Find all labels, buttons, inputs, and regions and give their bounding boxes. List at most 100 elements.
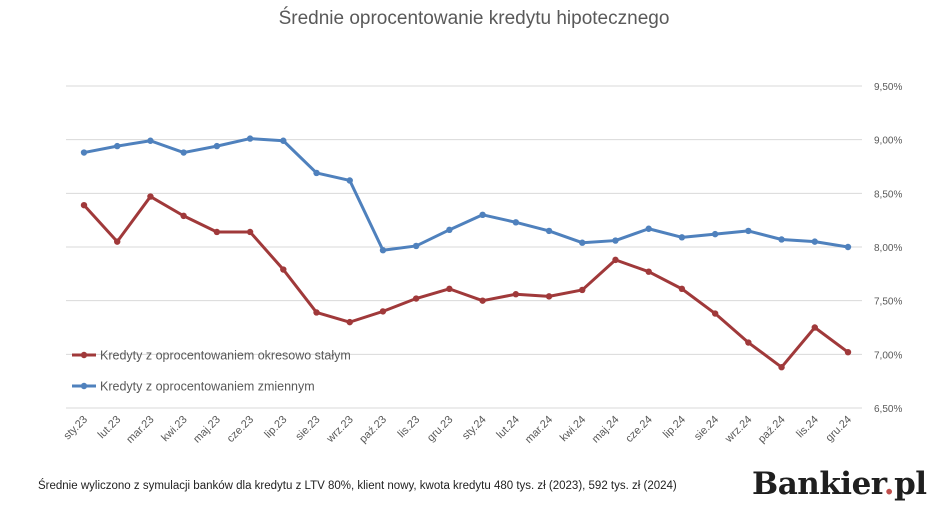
data-point [612, 256, 619, 264]
y-tick-label: 9,50% [874, 82, 902, 93]
data-point [778, 236, 785, 243]
data-point [479, 297, 486, 304]
data-point [844, 348, 852, 356]
legend: Kredyty z oprocentowaniem okresowo stały… [72, 349, 351, 394]
y-tick-label: 8,00% [874, 243, 902, 254]
data-point [579, 286, 586, 294]
series-variable [80, 135, 852, 254]
legend-item: Kredyty z oprocentowaniem zmiennym [72, 380, 315, 394]
data-point [645, 268, 652, 275]
data-point [346, 177, 353, 184]
legend-item: Kredyty z oprocentowaniem okresowo stały… [72, 349, 351, 363]
series-fixed [80, 193, 852, 371]
x-tick-label: paź.23 [357, 414, 389, 446]
x-tick-label: lut.24 [494, 414, 522, 442]
data-point [745, 227, 752, 235]
x-axis-ticks: sty.23 lut.23 mar.23 kwi.23 maj.23 cze.23 lip.… [61, 414, 854, 446]
x-tick-label: gru.24 [824, 414, 855, 445]
data-point [745, 339, 752, 346]
series-lines [80, 135, 852, 371]
y-tick-label: 7,50% [874, 297, 902, 308]
data-point [280, 266, 287, 273]
data-point [545, 227, 553, 235]
data-point [147, 137, 154, 144]
x-tick-label: lip.24 [661, 414, 688, 441]
data-point [446, 226, 453, 234]
data-point [844, 243, 852, 251]
x-tick-label: maj.23 [191, 414, 223, 446]
y-tick-label: 6,50% [874, 404, 902, 415]
data-point [213, 228, 221, 236]
x-tick-label: maj.24 [590, 414, 622, 446]
data-point [412, 295, 420, 302]
x-tick-label: cze.24 [623, 414, 654, 445]
x-tick-label: sty.23 [61, 414, 90, 443]
data-point [678, 234, 686, 241]
data-point [114, 238, 121, 245]
x-tick-label: lis.23 [396, 414, 423, 441]
data-point [213, 142, 221, 150]
data-point [180, 212, 187, 220]
x-tick-label: lis.24 [794, 414, 821, 441]
y-tick-label: 8,50% [874, 189, 902, 200]
x-tick-label: wrz.23 [324, 414, 356, 446]
grid-lines [66, 85, 862, 409]
brand-name: Bankier [752, 466, 884, 502]
data-point [313, 169, 320, 177]
data-point [678, 285, 686, 293]
data-point [645, 225, 652, 232]
x-tick-label: sie.23 [293, 414, 322, 443]
data-point [379, 308, 387, 315]
x-tick-label: paź.24 [756, 414, 788, 446]
x-tick-label: lip.23 [262, 414, 289, 441]
data-point [246, 135, 254, 142]
legend-label: Kredyty z oprocentowaniem zmiennym [100, 380, 315, 394]
y-tick-label: 9,00% [874, 136, 902, 147]
legend-label: Kredyty z oprocentowaniem okresowo stały… [100, 349, 351, 363]
data-point [479, 211, 486, 218]
data-point [147, 193, 154, 200]
bankier-logo: Bankier.pl [752, 466, 927, 502]
x-tick-label: mar.24 [523, 414, 555, 446]
data-point [811, 324, 818, 331]
data-point [612, 237, 619, 244]
y-axis-ticks: 6,50% 7,00% 7,50% 8,00% 8,50% 9,00% 9,50% [874, 82, 902, 415]
chart-title: Średnie oprocentowanie kredytu hipoteczn… [278, 8, 670, 29]
data-point [778, 364, 785, 371]
x-tick-label: wrz.24 [722, 414, 754, 446]
brand-dot: . [883, 466, 895, 502]
x-tick-label: kwi.23 [159, 414, 190, 445]
data-point [379, 247, 387, 254]
data-point [711, 230, 719, 238]
data-point [446, 285, 453, 293]
data-point [346, 318, 353, 326]
data-point [80, 149, 88, 156]
x-tick-label: cze.23 [225, 414, 256, 445]
x-tick-label: sie.24 [692, 414, 721, 443]
data-point [512, 219, 520, 226]
data-point [180, 149, 187, 156]
data-point [246, 228, 254, 236]
data-point [80, 201, 88, 209]
x-tick-label: sty.24 [460, 414, 489, 443]
x-tick-label: lut.23 [96, 414, 124, 442]
legend-marker [80, 382, 88, 390]
data-point [579, 239, 586, 246]
data-point [545, 293, 553, 300]
data-point [412, 242, 420, 250]
x-tick-label: kwi.24 [558, 414, 589, 445]
data-point [711, 310, 719, 317]
data-point [512, 291, 520, 298]
y-tick-label: 7,00% [874, 350, 902, 361]
series-line [82, 195, 850, 369]
data-point [313, 309, 320, 316]
x-tick-label: gru.23 [425, 414, 456, 445]
data-point [811, 238, 818, 245]
brand-tld: pl [894, 466, 927, 502]
data-point [280, 137, 287, 144]
series-line [82, 137, 850, 252]
x-tick-label: mar.23 [124, 414, 156, 446]
legend-marker [80, 351, 88, 359]
footnote: Średnie wyliczono z symulacji banków dla… [38, 480, 677, 492]
